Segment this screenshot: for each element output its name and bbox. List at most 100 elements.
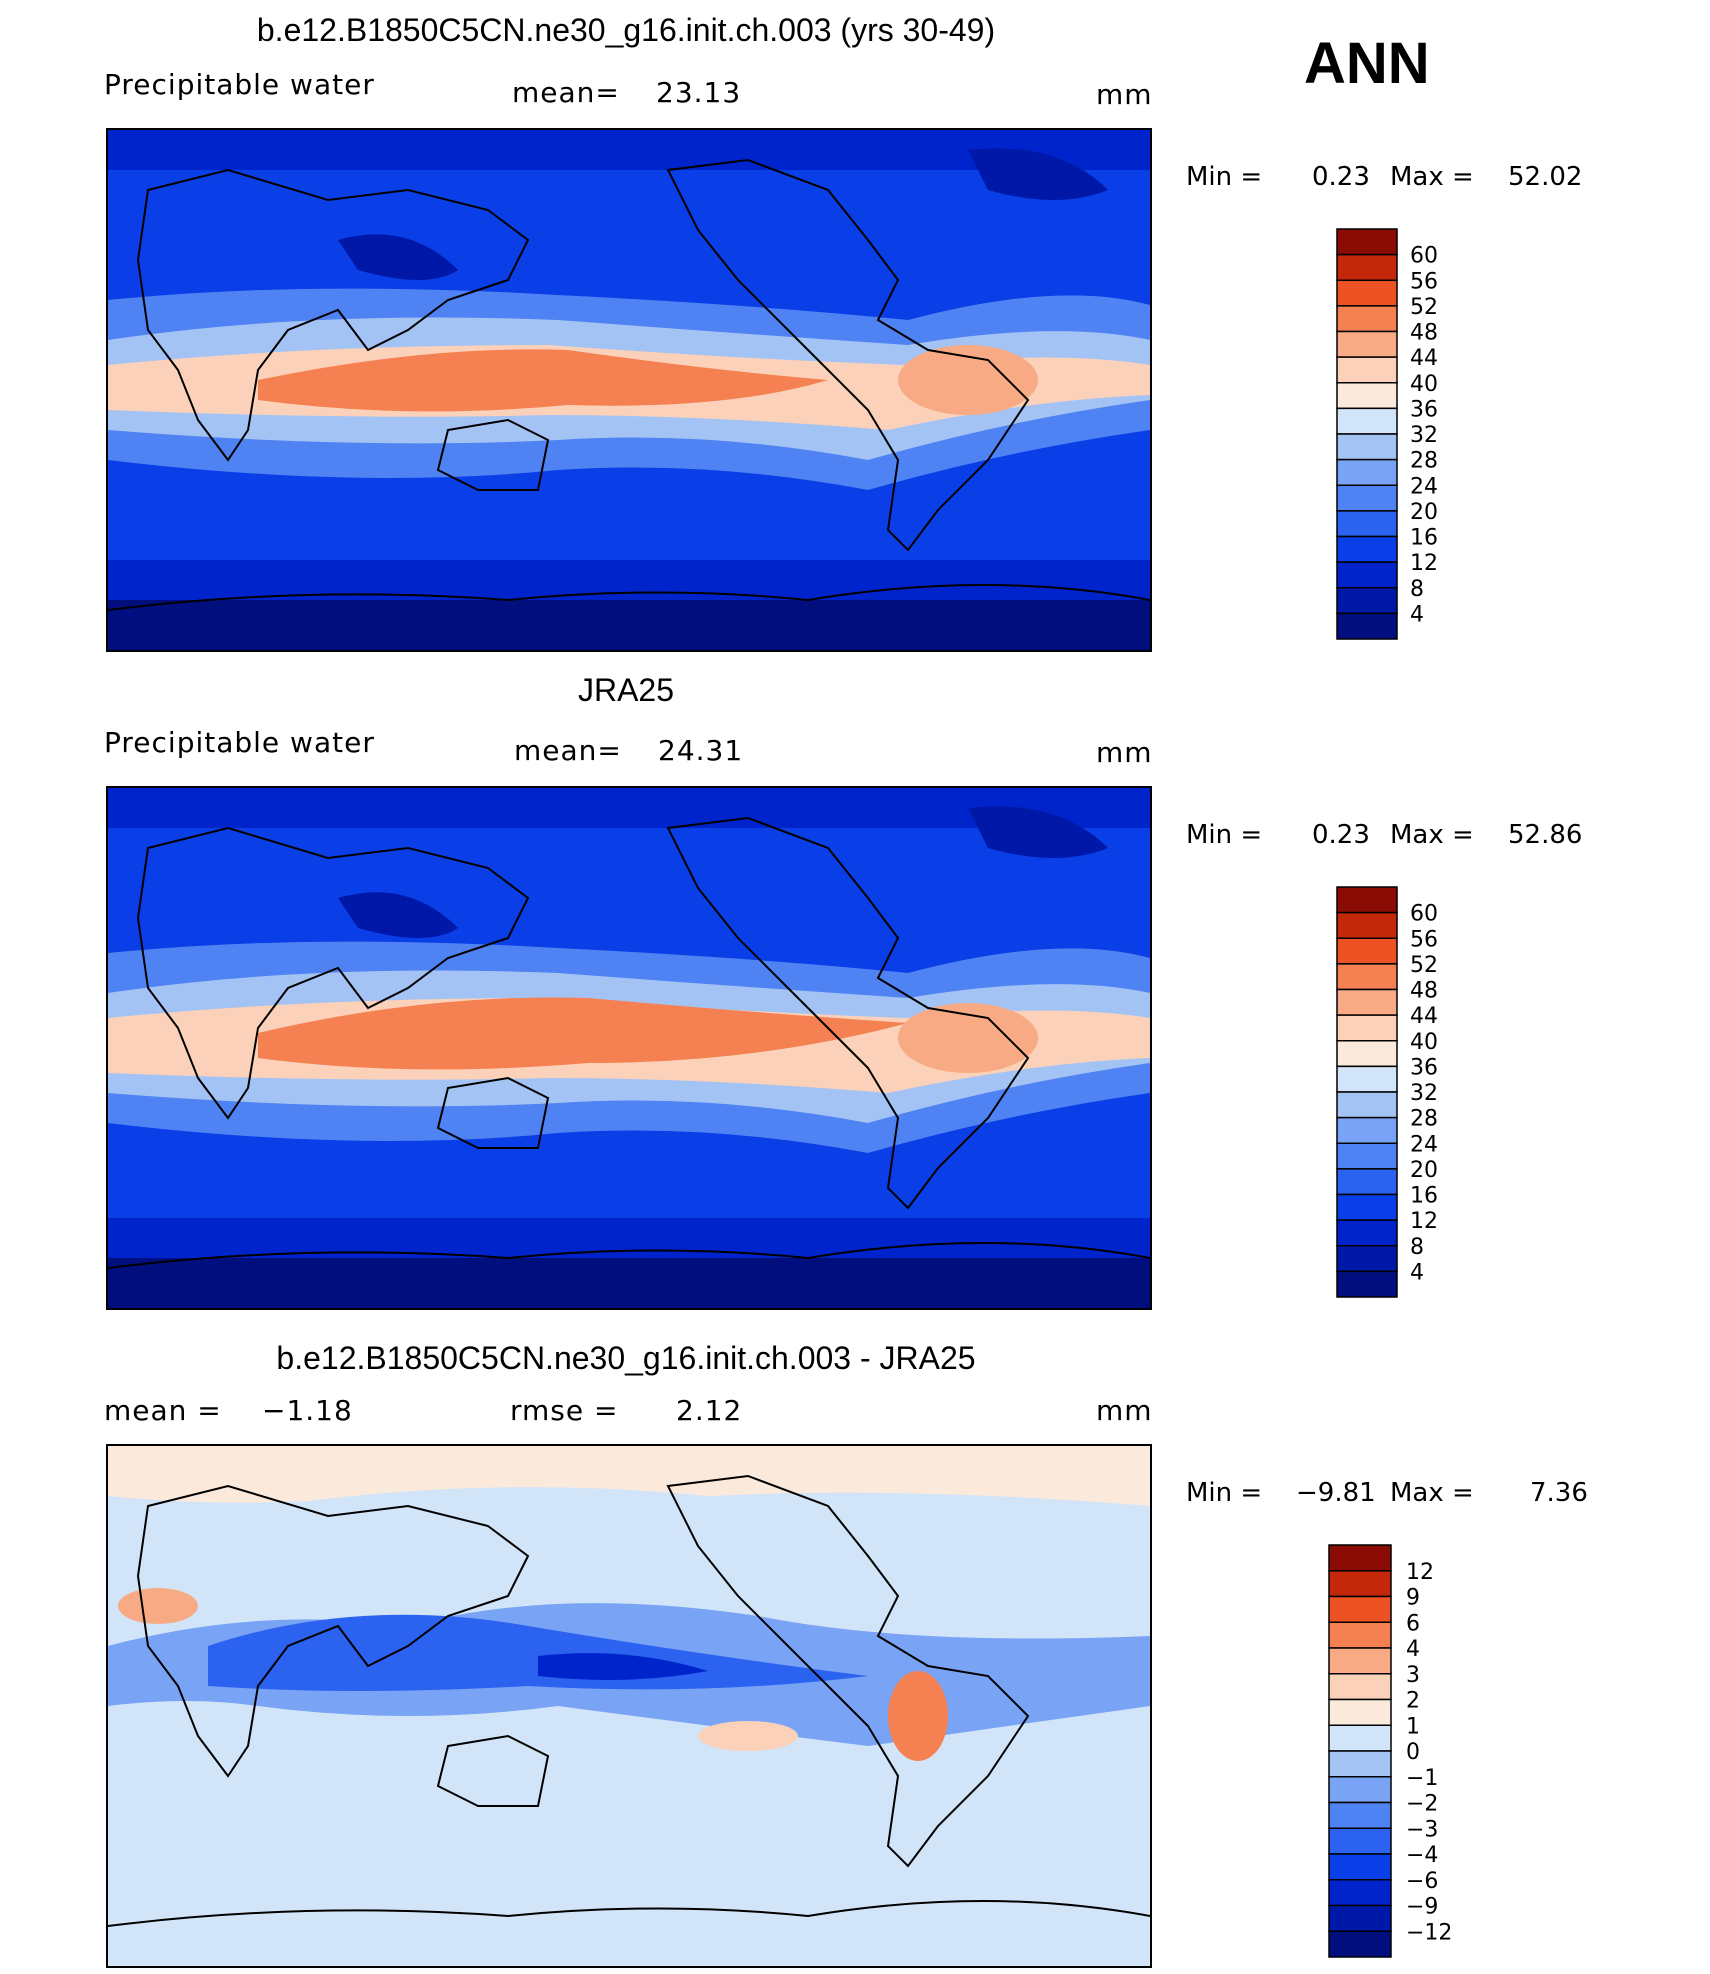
colorbar-tick-label: −2 — [1406, 1792, 1438, 1817]
colorbar-tick-label: 16 — [1410, 1184, 1438, 1209]
colorbar-swatch — [1336, 535, 1398, 563]
colorbar-tick-label: 12 — [1410, 1209, 1438, 1234]
colorbar-tick-label: 48 — [1410, 979, 1438, 1004]
colorbar-tick-label: −9 — [1406, 1895, 1438, 1920]
colorbar-tick-label: 8 — [1410, 1235, 1424, 1260]
colorbar-swatch — [1336, 382, 1398, 410]
colorbar-swatch — [1336, 612, 1398, 640]
colorbar-tick-label: 12 — [1410, 551, 1438, 576]
panel-obs-variable-label: Precipitable water — [104, 726, 375, 759]
colorbar-tick-label: 20 — [1410, 1158, 1438, 1183]
greenland-region — [968, 806, 1108, 858]
warm-pool — [258, 997, 908, 1070]
tibet-region — [338, 234, 458, 280]
colorbar-tick-label: −3 — [1406, 1817, 1438, 1842]
antarctic-band — [108, 1258, 1150, 1308]
colorbar-tick-label: −1 — [1406, 1766, 1438, 1791]
colorbar-tick-label: 36 — [1410, 397, 1438, 422]
colorbar-tick-label: 32 — [1410, 423, 1438, 448]
colorbar-swatch — [1336, 988, 1398, 1016]
colorbar-tick-label: 9 — [1406, 1586, 1420, 1611]
andes-positive — [888, 1671, 948, 1761]
panel-model-units: mm — [1096, 78, 1153, 111]
colorbar-tick-label: 56 — [1410, 927, 1438, 952]
colorbar-swatch — [1328, 1904, 1392, 1932]
colorbar-tick-label: 24 — [1410, 1132, 1438, 1157]
colorbar-swatch — [1328, 1724, 1392, 1752]
amazon-region — [898, 1003, 1038, 1073]
colorbar-swatch — [1336, 561, 1398, 589]
colorbar-swatch — [1328, 1853, 1392, 1881]
sahara-positive — [118, 1588, 198, 1624]
colorbar-tick-label: 44 — [1410, 1004, 1438, 1029]
colorbar-swatch — [1328, 1570, 1392, 1598]
colorbar-swatch — [1336, 1014, 1398, 1042]
colorbar-tick-label: 4 — [1406, 1637, 1420, 1662]
panel-obs-max-label: Max = — [1390, 820, 1474, 850]
panel-obs-title: JRA25 — [577, 672, 675, 708]
colorbar-swatch — [1336, 587, 1398, 615]
panel-obs-max-value: 52.86 — [1508, 820, 1583, 850]
panel-obs-map — [106, 786, 1152, 1310]
colorbar-tick-label: 16 — [1410, 526, 1438, 551]
colorbar-swatch — [1336, 356, 1398, 384]
colorbar-tick-label: 52 — [1410, 953, 1438, 978]
coastline-antarctica — [108, 1900, 1150, 1927]
panel-diff-mean-label: mean = — [104, 1394, 222, 1427]
colorbar-swatch — [1336, 279, 1398, 307]
colorbar-swatch — [1328, 1595, 1392, 1623]
colorbar-swatch — [1328, 1827, 1392, 1855]
colorbar-swatch — [1328, 1621, 1392, 1649]
panel-diff-max-label: Max = — [1390, 1478, 1474, 1508]
colorbar-swatch — [1336, 1168, 1398, 1196]
colorbar-swatch — [1336, 510, 1398, 538]
coastline-australia — [436, 1076, 550, 1149]
colorbar-swatch — [1336, 458, 1398, 486]
colorbar-tick-label: 8 — [1410, 577, 1424, 602]
colorbar-swatch — [1336, 1091, 1398, 1119]
colorbar-tick-label: −4 — [1406, 1843, 1438, 1868]
colorbar-tick-label: 40 — [1410, 372, 1438, 397]
panel-diff-units: mm — [1096, 1394, 1153, 1427]
panel-diff-rmse-label: rmse = — [510, 1394, 619, 1427]
panel-model-variable-label: Precipitable water — [104, 68, 375, 101]
colorbar-swatch — [1328, 1647, 1392, 1675]
antarctic-band — [108, 600, 1150, 650]
colorbar-tick-label: 48 — [1410, 321, 1438, 346]
colorbar-swatch — [1336, 228, 1398, 256]
panel-obs-min-label: Min = — [1186, 820, 1263, 850]
colorbar-swatch — [1336, 1040, 1398, 1068]
panel-diff-colorbar: −12 −9 −6 −4 −3 −2 −1 0 1 2 3 4 6 9 12 — [1328, 1544, 1478, 1960]
colorbar-tick-label: 20 — [1410, 500, 1438, 525]
panel-model-min-label: Min = — [1186, 162, 1263, 192]
colorbar-tick-label: 52 — [1410, 295, 1438, 320]
colorbar-tick-label: 60 — [1410, 902, 1438, 927]
colorbar-swatch — [1328, 1544, 1392, 1572]
coastline-eurasia-africa — [136, 826, 530, 1120]
colorbar-swatch — [1328, 1776, 1392, 1804]
warm-pool — [258, 349, 828, 412]
tibet-region — [338, 892, 458, 938]
colorbar-swatch — [1336, 937, 1398, 965]
colorbar-swatch — [1336, 330, 1398, 358]
colorbar-swatch — [1336, 886, 1398, 914]
colorbar-tick-label: 1 — [1406, 1714, 1420, 1739]
colorbar-tick-label: 4 — [1410, 602, 1424, 627]
colorbar-tick-label: 4 — [1410, 1260, 1424, 1285]
colorbar-tick-label: 28 — [1410, 449, 1438, 474]
antarctic-band — [108, 1916, 1150, 1966]
panel-model-max-label: Max = — [1390, 162, 1474, 192]
itcz-negative — [208, 1614, 868, 1691]
colorbar-swatch — [1328, 1930, 1392, 1958]
colorbar-swatch — [1336, 1193, 1398, 1221]
arctic-positive — [108, 1446, 1150, 1506]
panel-diff-title: b.e12.B1850C5CN.ne30_g16.init.ch.003 - J… — [276, 1340, 976, 1376]
panel-diff-mean-value: −1.18 — [262, 1394, 353, 1427]
colorbar-tick-label: 40 — [1410, 1030, 1438, 1055]
panel-model-max-value: 52.02 — [1508, 162, 1583, 192]
pacific-positive — [698, 1721, 798, 1751]
panel-obs-colorbar: 4 8 12 16 20 24 28 32 36 40 44 48 52 56 60 — [1336, 886, 1476, 1302]
panel-obs-units: mm — [1096, 736, 1153, 769]
coastline-australia — [436, 418, 550, 491]
colorbar-tick-label: 2 — [1406, 1689, 1420, 1714]
